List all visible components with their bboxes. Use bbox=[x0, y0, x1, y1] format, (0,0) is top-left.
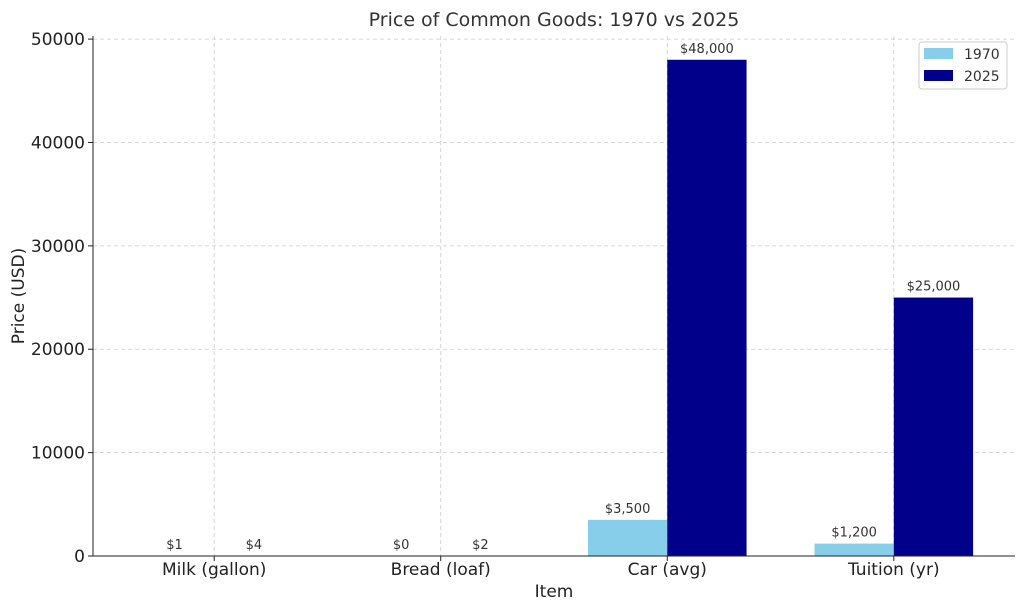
legend-label-1970: 1970 bbox=[964, 47, 1000, 63]
chart-title: Price of Common Goods: 1970 vs 2025 bbox=[369, 9, 740, 31]
legend-label-2025: 2025 bbox=[964, 69, 1000, 85]
x-tick-label: Bread (loaf) bbox=[391, 560, 491, 580]
data-label: $2 bbox=[472, 538, 489, 553]
y-tick-label: 50000 bbox=[31, 30, 85, 50]
bar-1970 bbox=[587, 519, 668, 556]
legend-swatch-2025 bbox=[924, 70, 953, 81]
data-label: $4 bbox=[246, 538, 263, 553]
axes: 0 10000 20000 30000 40000 50000 Milk (gallon) B… bbox=[31, 30, 1015, 580]
data-label: $0 bbox=[393, 538, 410, 553]
y-tick-label: 20000 bbox=[31, 340, 85, 360]
legend-swatch-1970 bbox=[924, 48, 953, 59]
data-label: $3,500 bbox=[605, 502, 651, 517]
grid-lines bbox=[93, 36, 1015, 557]
bar-1970 bbox=[814, 543, 894, 556]
data-label: $48,000 bbox=[680, 42, 734, 57]
data-labels: $1 $0 $3,500 $1,200 $4 $2 $48,000 $25,000 bbox=[166, 42, 960, 553]
y-tick-label: 30000 bbox=[31, 237, 85, 257]
y-axis-label: Price (USD) bbox=[9, 248, 29, 344]
data-label: $25,000 bbox=[907, 280, 961, 295]
data-label: $1,200 bbox=[831, 526, 877, 541]
x-tick-label: Car (avg) bbox=[628, 560, 707, 580]
legend: 1970 2025 bbox=[918, 41, 1008, 90]
x-tick-label: Milk (gallon) bbox=[162, 560, 266, 580]
bars bbox=[134, 59, 974, 556]
bar-2025 bbox=[893, 297, 974, 556]
x-axis-label: Item bbox=[535, 582, 574, 602]
data-label: $1 bbox=[166, 538, 183, 553]
y-tick-label: 40000 bbox=[31, 133, 85, 153]
y-tick-label: 10000 bbox=[31, 444, 85, 464]
x-tick-label: Tuition (yr) bbox=[847, 560, 940, 580]
bar-2025 bbox=[667, 59, 747, 556]
y-tick-label: 0 bbox=[74, 547, 85, 567]
